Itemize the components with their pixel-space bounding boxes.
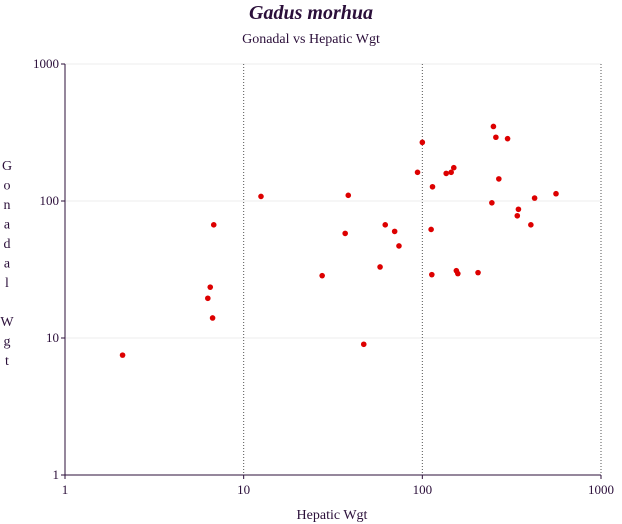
data-point: [553, 190, 559, 197]
data-point: [360, 341, 367, 348]
data-point: [504, 135, 511, 142]
tick-labels: 1 10 100 1000 1 10 100 1000: [33, 56, 614, 497]
data-point: [443, 170, 449, 177]
data-point: [450, 164, 457, 171]
y-tick-label: 100: [40, 193, 60, 208]
data-point: [428, 226, 434, 233]
data-point: [528, 222, 534, 228]
data-point: [455, 270, 461, 277]
y-tick-label: 1000: [33, 56, 59, 71]
chart-subtitle: Gonadal vs Hepatic Wgt: [242, 32, 380, 47]
data-point: [475, 269, 481, 276]
data-point: [345, 192, 352, 199]
data-point: [209, 315, 216, 321]
data-point: [493, 134, 499, 141]
grid: [65, 63, 602, 475]
data-point: [319, 272, 325, 279]
data-point: [515, 206, 522, 213]
x-tick-label: 10: [237, 482, 250, 497]
x-tick-label: 1: [62, 482, 69, 497]
data-point: [429, 271, 435, 278]
data-point: [429, 183, 436, 190]
chart-title: Gadus morhua: [249, 2, 373, 24]
y-tick-label: 1: [53, 467, 60, 482]
data-point: [496, 176, 502, 182]
x-axis-label: Hepatic Wgt: [297, 508, 368, 523]
data-point: [514, 212, 521, 219]
data-point: [391, 228, 398, 235]
data-point: [377, 264, 383, 270]
data-point: [205, 295, 211, 302]
x-tick-label: 100: [413, 482, 433, 497]
data-point: [382, 222, 389, 228]
data-point: [419, 139, 426, 146]
data-point: [210, 222, 217, 228]
axes: [61, 63, 602, 479]
x-tick-label: 1000: [588, 482, 614, 497]
data-point: [531, 195, 538, 201]
data-point: [342, 230, 348, 237]
data-point: [490, 123, 497, 130]
data-points: [119, 123, 559, 358]
y-tick-label: 10: [46, 330, 59, 345]
data-point: [448, 169, 454, 176]
data-point: [258, 193, 264, 200]
data-point: [489, 200, 495, 206]
data-point: [414, 169, 421, 176]
data-point: [119, 352, 126, 358]
data-point: [207, 284, 214, 290]
data-point: [396, 243, 402, 249]
